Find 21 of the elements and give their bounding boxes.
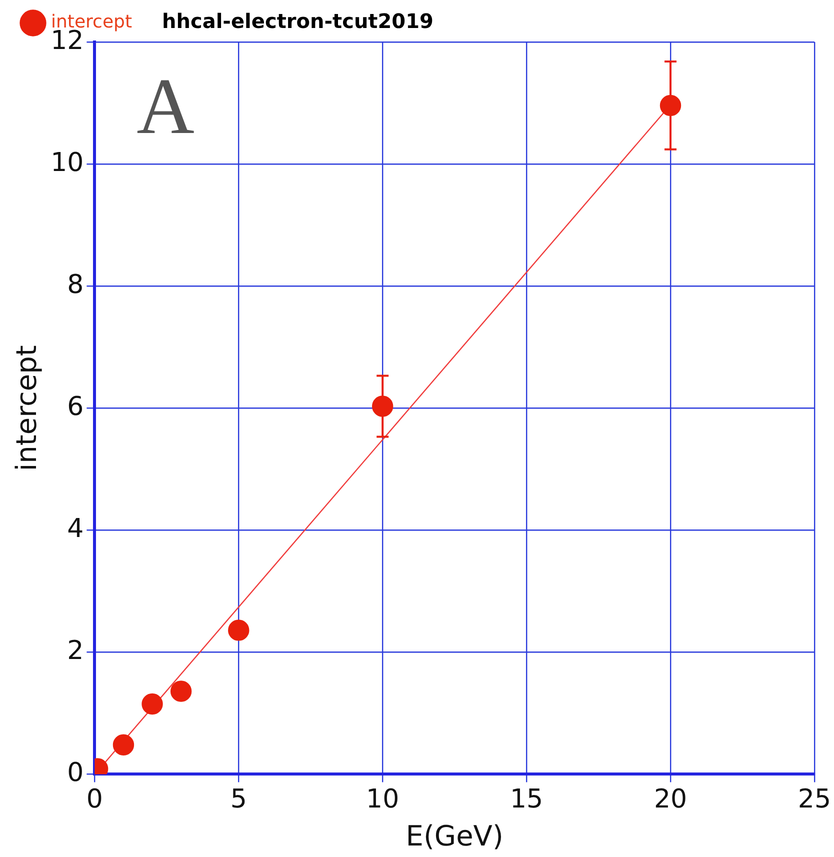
- chart-title: hhcal-electron-tcut2019: [162, 9, 434, 34]
- y-tick-label: 4: [67, 514, 84, 544]
- point: [112, 734, 134, 756]
- x-tick-label: 15: [510, 784, 544, 815]
- y-tick-label: 2: [67, 636, 84, 666]
- point: [170, 680, 192, 702]
- y-tick-label: 8: [67, 270, 84, 300]
- point: [228, 620, 250, 641]
- y-axis-title: intercept: [10, 345, 44, 472]
- x-tick-label: 20: [654, 784, 688, 815]
- x-tick-label: 0: [86, 784, 103, 815]
- point: [142, 693, 163, 715]
- x-tick-label: 10: [366, 784, 400, 815]
- annotation: A: [136, 63, 195, 152]
- legend-label: intercept: [51, 12, 132, 33]
- x-tick-label: 5: [230, 784, 247, 815]
- x-tick-label: 25: [798, 784, 832, 815]
- y-tick-label: 6: [67, 392, 84, 422]
- y-tick-label: 10: [50, 148, 84, 178]
- x-axis-title: E(GeV): [406, 819, 504, 852]
- y-tick-label: 0: [67, 758, 84, 788]
